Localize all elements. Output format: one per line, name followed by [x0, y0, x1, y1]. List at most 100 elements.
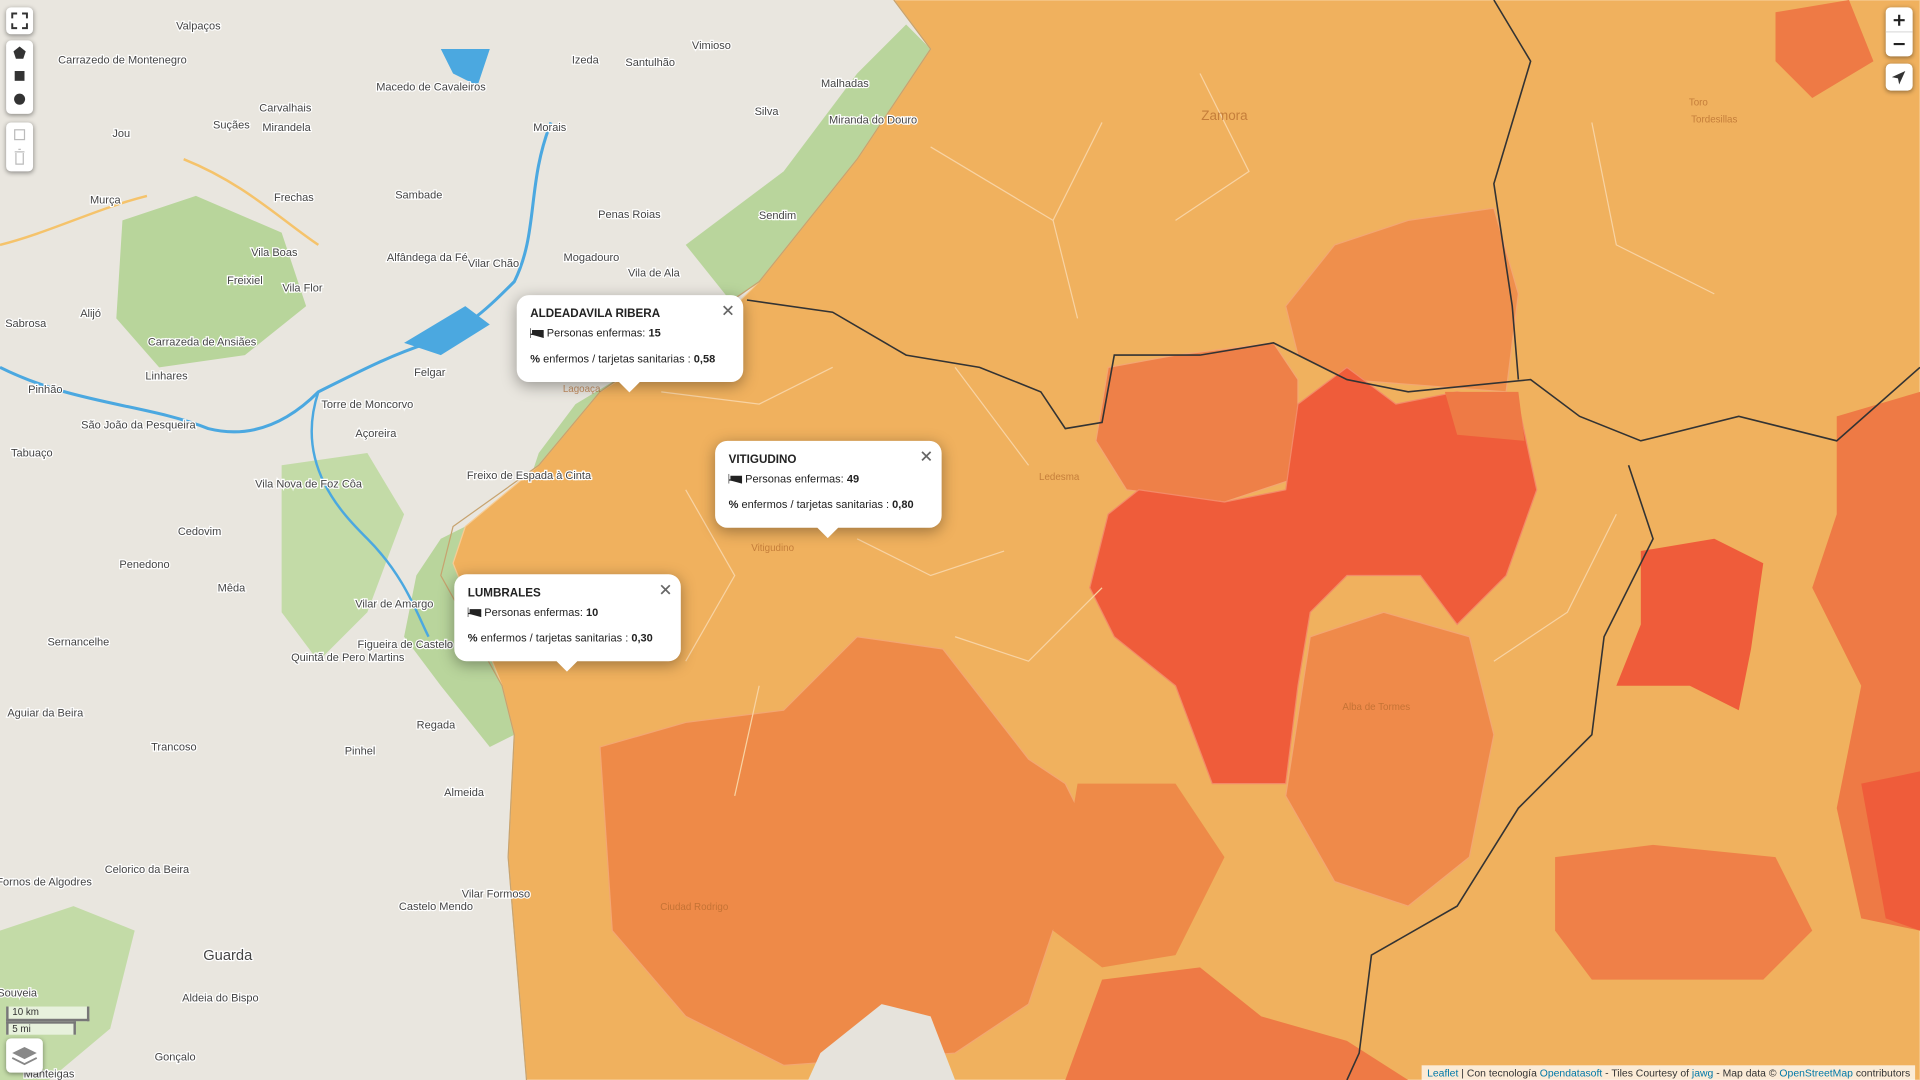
fullscreen-button[interactable] [6, 7, 34, 35]
layers-button[interactable] [6, 1038, 43, 1073]
place-label: Lagoaça [563, 384, 601, 395]
value: 15 [648, 326, 661, 340]
place-label: Frechas [274, 192, 314, 204]
icon: % [467, 631, 478, 645]
place-label: Alba de Tormes [1342, 702, 1410, 713]
popup-row: Personas enfermas: 49 [727, 472, 860, 485]
place-label: Mêda [218, 582, 246, 594]
region-mid [1053, 783, 1225, 968]
draw-toolbar [6, 40, 34, 114]
place-labels: Valpaços Carrazedo de Montenegro Vimioso… [0, 19, 918, 1080]
place-label: Valpaços [176, 20, 221, 32]
park [0, 906, 135, 1080]
value: 0,30 [631, 631, 653, 645]
place-label: Almeida [444, 787, 485, 799]
region-mid [1285, 611, 1495, 907]
label: Personas enfermas: [745, 472, 844, 485]
place-label: Aldeia do Bispo [182, 993, 259, 1005]
link[interactable]: jawg [1691, 1066, 1714, 1079]
value: 0,80 [892, 498, 914, 511]
popup-title: LUMBRALES [467, 586, 541, 601]
link[interactable]: Leaflet [1427, 1066, 1459, 1079]
popup-title: VITIGUDINO [728, 453, 797, 467]
place-label: Quintã de Pero Martins [291, 652, 405, 664]
draw-polygon[interactable] [13, 46, 26, 59]
province-border [1493, 0, 1532, 380]
text: | Con tecnología [1458, 1066, 1540, 1079]
park [116, 195, 307, 368]
popup-title: ALDEADAVILA RIBERA [530, 307, 661, 321]
scale-imperial: 5 mi [6, 1021, 76, 1035]
province-border [746, 299, 1920, 442]
label: enfermos / tarjetas sanitarias : [741, 498, 890, 511]
place-label: Carrazeda de Ansiães [148, 336, 257, 348]
text: - Map data © [1713, 1066, 1780, 1079]
place-label: Suçães [213, 120, 250, 132]
place-label: Mogadouro [564, 252, 620, 264]
place-label: Sabrosa [5, 318, 47, 330]
park [404, 24, 931, 747]
place-label: Penedono [119, 559, 169, 571]
place-label: Vila de Ala [628, 268, 681, 280]
zoom-in[interactable] [1893, 14, 1905, 26]
place-label: Mirandela [262, 122, 311, 134]
place-label: Macedo de Cavaleiros [376, 82, 486, 94]
place-label: Regada [417, 720, 456, 732]
place-label: Castelo Mendo [399, 901, 473, 913]
place-label: Sernancelhe [47, 636, 109, 648]
link[interactable]: Opendatasoft [1539, 1066, 1603, 1079]
popup-row: % enfermos / tarjetas sanitarias : 0,80 [729, 498, 914, 510]
popup-row: % enfermos / tarjetas sanitarias : 0,58 [530, 353, 715, 365]
draw-rectangle[interactable] [14, 71, 25, 81]
close-button[interactable] [921, 451, 932, 462]
spanish-labels: Lagoaça Ledesma Vitigudino Alba de Torme… [563, 97, 1738, 912]
place-label: Açoreira [355, 428, 397, 440]
popup: LUMBRALES Personas enfermas: 10 % enferm… [454, 574, 681, 672]
place-label: Guarda [203, 948, 253, 964]
region-high [1861, 771, 1920, 931]
popup-row: Personas enfermas: 15 [529, 326, 661, 340]
place-label: Pinhel [345, 745, 376, 757]
edit-button[interactable] [14, 129, 26, 141]
reservoir [404, 48, 490, 356]
place-label: Pinhão [28, 384, 62, 396]
place-label: Vilar Formoso [462, 889, 530, 901]
locate-button[interactable] [1885, 63, 1913, 91]
province-border [1346, 465, 1654, 1080]
text: - Tiles Courtesy of [1602, 1066, 1692, 1079]
close-button[interactable] [660, 584, 671, 595]
place-label: Cedovim [178, 526, 221, 538]
place-label: Vila Boas [251, 247, 298, 259]
place-label: Miranda do Douro [829, 115, 917, 127]
delete-button[interactable] [14, 148, 25, 165]
label: Personas enfermas: [484, 606, 583, 619]
place-label: Celorico da Beira [105, 864, 190, 876]
place-label: Vitigudino [751, 543, 794, 554]
value: 49 [846, 472, 860, 485]
draw-circle[interactable] [14, 93, 26, 105]
place-label: Alfândega da Fé [387, 252, 468, 264]
place-label: Ciudad Rodrigo [660, 902, 729, 913]
place-label: Gonçalo [155, 1051, 196, 1063]
link[interactable]: OpenStreetMap [1779, 1066, 1853, 1079]
popup-row: Personas enfermas: 10 [467, 606, 598, 619]
place-label: Aguiar da Beira [7, 707, 84, 719]
place-label: Souveia [0, 988, 38, 1000]
place-label: Morais [533, 122, 567, 134]
place-label: Sendim [759, 210, 796, 222]
popup: VITIGUDINO Personas enfermas: 49 % enfer… [715, 440, 942, 539]
popup: ALDEADAVILA RIBERA Personas enfermas: 15… [516, 295, 744, 393]
road [0, 158, 320, 247]
park [281, 453, 405, 662]
close-button[interactable] [722, 305, 733, 316]
place-label: Penas Roias [598, 209, 661, 221]
scale-metric: 10 km [6, 1006, 90, 1022]
place-label: Felgar [414, 367, 446, 379]
place-label: Vila Flor [282, 282, 323, 294]
label: enfermos / tarjetas sanitarias : [480, 631, 629, 645]
popup-row: % enfermos / tarjetas sanitarias : 0,30 [468, 632, 653, 644]
place-label: Silva [755, 106, 780, 118]
